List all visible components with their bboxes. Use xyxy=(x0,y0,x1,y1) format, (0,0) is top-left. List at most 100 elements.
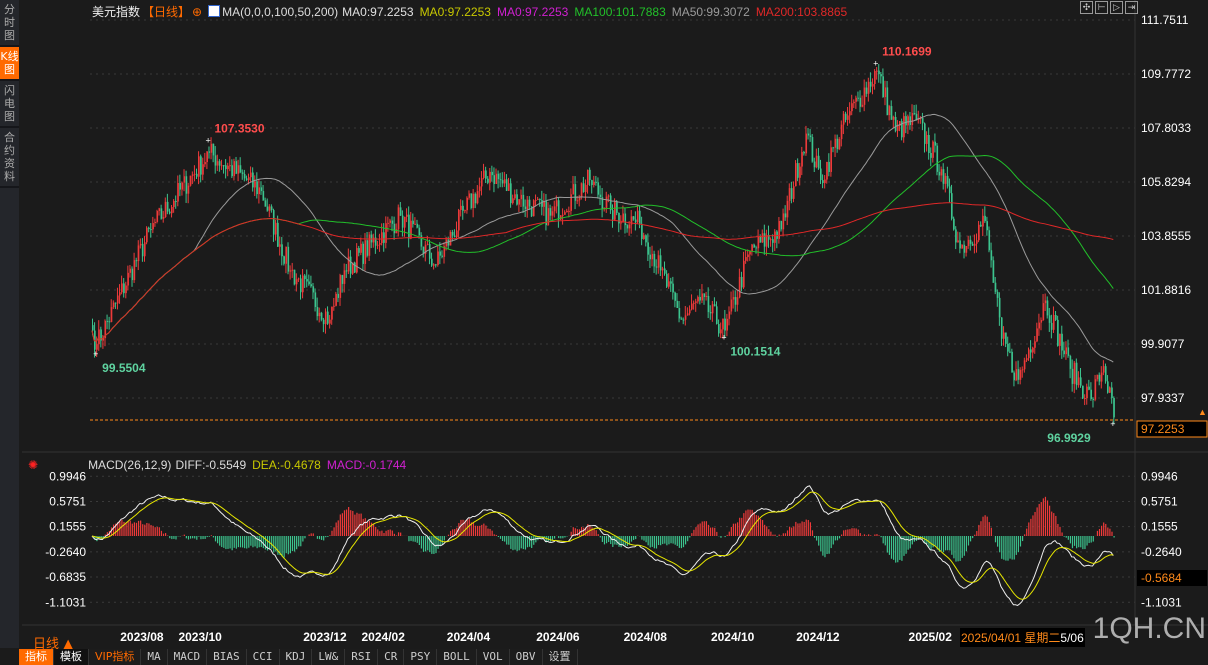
candle-body xyxy=(734,297,737,305)
candle-body xyxy=(426,243,429,245)
toolbar-macd[interactable]: MACD xyxy=(167,649,208,665)
candle-body xyxy=(343,270,346,284)
candle-body xyxy=(252,172,254,188)
tab-flash-chart[interactable]: 闪电图 xyxy=(0,81,19,128)
candle-body xyxy=(268,206,271,211)
candle-body xyxy=(616,201,618,213)
macd-axis-label-left: -0.6835 xyxy=(45,570,86,584)
move-right-icon[interactable]: ⇥ xyxy=(1125,1,1138,14)
candle-body xyxy=(106,320,109,322)
candle-body xyxy=(801,152,803,167)
candle-body xyxy=(505,179,508,191)
candle-body xyxy=(1030,349,1032,353)
macd-dea: DEA:-0.4678 xyxy=(252,458,321,472)
toolbar-template[interactable]: 模板 xyxy=(54,649,89,665)
candle-body xyxy=(491,171,493,176)
candle-body xyxy=(1032,347,1034,353)
period-selector[interactable]: 日线 ▲ xyxy=(33,637,74,652)
candle-body xyxy=(1042,303,1045,321)
candle-body xyxy=(152,223,154,230)
tab-kline-chart[interactable]: K线图 xyxy=(0,47,19,81)
candle-body xyxy=(530,206,533,217)
candle-body xyxy=(256,181,258,195)
candle-body xyxy=(412,220,414,225)
candle-body xyxy=(705,295,708,297)
candle-body xyxy=(688,309,691,314)
toolbar-boll[interactable]: BOLL xyxy=(437,649,477,665)
candle-body xyxy=(233,161,236,177)
candle-body xyxy=(560,215,562,220)
candle-body xyxy=(439,251,441,256)
kline-chart[interactable]: 111.7511 109.7772 107.8033 105.8294 103.8555… xyxy=(19,0,1208,648)
macd-settings-icon[interactable]: ✺ xyxy=(28,458,39,472)
candle-body xyxy=(387,222,389,224)
toolbar-ma[interactable]: MA xyxy=(141,649,168,665)
candle-body xyxy=(651,253,654,260)
toolbar-lw[interactable]: LW& xyxy=(312,649,346,665)
tab-contract-info[interactable]: 合约资料 xyxy=(0,128,19,188)
macd-axis-label-left: -0.2640 xyxy=(45,545,86,559)
toolbar-vol[interactable]: VOL xyxy=(476,649,510,665)
candle-body xyxy=(191,174,194,176)
candle-body xyxy=(404,216,406,228)
indicator-icon[interactable] xyxy=(208,5,221,17)
candle-body xyxy=(1044,300,1047,304)
candle-body xyxy=(168,211,171,214)
candle-body xyxy=(229,165,231,167)
candle-body xyxy=(291,269,294,271)
candle-body xyxy=(1036,328,1038,342)
candle-body xyxy=(792,186,795,199)
candle-body xyxy=(830,147,832,172)
toolbar-bias[interactable]: BIAS xyxy=(207,649,247,665)
candle-body xyxy=(782,213,785,230)
play-icon[interactable]: ▷ xyxy=(1110,1,1123,14)
candle-body xyxy=(358,248,360,253)
candle-body xyxy=(857,97,860,99)
toolbar-vip-indicator[interactable]: VIP指标 xyxy=(89,649,142,665)
candle-body xyxy=(324,311,327,325)
price-axis-label: 99.9077 xyxy=(1141,337,1185,351)
toolbar-rsi[interactable]: RSI xyxy=(345,649,379,665)
crosshair-icon[interactable]: ⊕ xyxy=(192,5,203,19)
tab-time-chart[interactable]: 分时图 xyxy=(0,0,19,47)
candle-body xyxy=(239,165,242,173)
toolbar-indicator[interactable]: 指标 xyxy=(19,649,54,665)
candle-body xyxy=(1098,374,1101,382)
candle-body xyxy=(980,224,982,227)
toolbar-kdj[interactable]: KDJ xyxy=(279,649,313,665)
ma-value-0: MA0:97.2253 xyxy=(342,5,414,19)
candle-body xyxy=(784,213,787,218)
date-axis-label: 2023/08 xyxy=(120,630,164,644)
candle-body xyxy=(424,244,427,254)
candle-body xyxy=(961,244,964,249)
macd-value: MACD:-0.1744 xyxy=(326,458,407,472)
toolbar-cr[interactable]: CR xyxy=(378,649,405,665)
candle-body xyxy=(408,214,410,239)
toolbar-psy[interactable]: PSY xyxy=(404,649,438,665)
candle-body xyxy=(755,247,758,249)
candle-body xyxy=(1038,322,1040,329)
candle-body xyxy=(1084,397,1086,399)
toolbar-cci[interactable]: CCI xyxy=(246,649,280,665)
candle-body xyxy=(474,193,477,204)
toolbar-settings[interactable]: 设置 xyxy=(542,649,578,665)
candle-body xyxy=(341,275,344,284)
candle-body xyxy=(749,251,751,255)
candle-body xyxy=(618,212,620,224)
candle-body xyxy=(406,214,408,217)
crosshair-tool-icon[interactable]: ✣ xyxy=(1080,1,1093,14)
indicator-toolbar: 指标 模板 VIP指标 MA MACD BIAS CCI KDJ LW& RSI CR PSY BOLL… xyxy=(19,649,578,665)
candle-body xyxy=(245,178,248,181)
candle-body xyxy=(826,161,828,180)
candle-body xyxy=(144,242,146,257)
candle-body xyxy=(1096,374,1099,380)
candle-body xyxy=(410,220,412,239)
candle-body xyxy=(146,227,148,243)
candle-body xyxy=(699,296,701,301)
candle-body xyxy=(164,201,167,217)
zoom-range-icon[interactable]: ⊢ xyxy=(1095,1,1108,14)
date-axis-label: 2024/04 xyxy=(447,630,491,644)
candle-body xyxy=(547,208,550,226)
toolbar-obv[interactable]: OBV xyxy=(509,649,543,665)
ma-value-3: MA100:101.7883 xyxy=(574,5,666,19)
